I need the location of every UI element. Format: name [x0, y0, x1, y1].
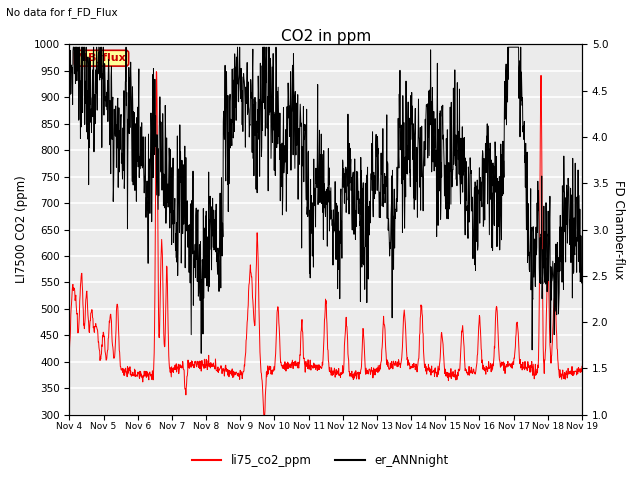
Y-axis label: FD Chamber-flux: FD Chamber-flux — [612, 180, 625, 279]
Title: CO2 in ppm: CO2 in ppm — [280, 29, 371, 45]
Text: No data for f_FD_Flux: No data for f_FD_Flux — [6, 7, 118, 18]
Text: MB_flux: MB_flux — [77, 53, 126, 63]
Legend: li75_co2_ppm, er_ANNnight: li75_co2_ppm, er_ANNnight — [187, 449, 453, 472]
Y-axis label: LI7500 CO2 (ppm): LI7500 CO2 (ppm) — [15, 176, 28, 284]
